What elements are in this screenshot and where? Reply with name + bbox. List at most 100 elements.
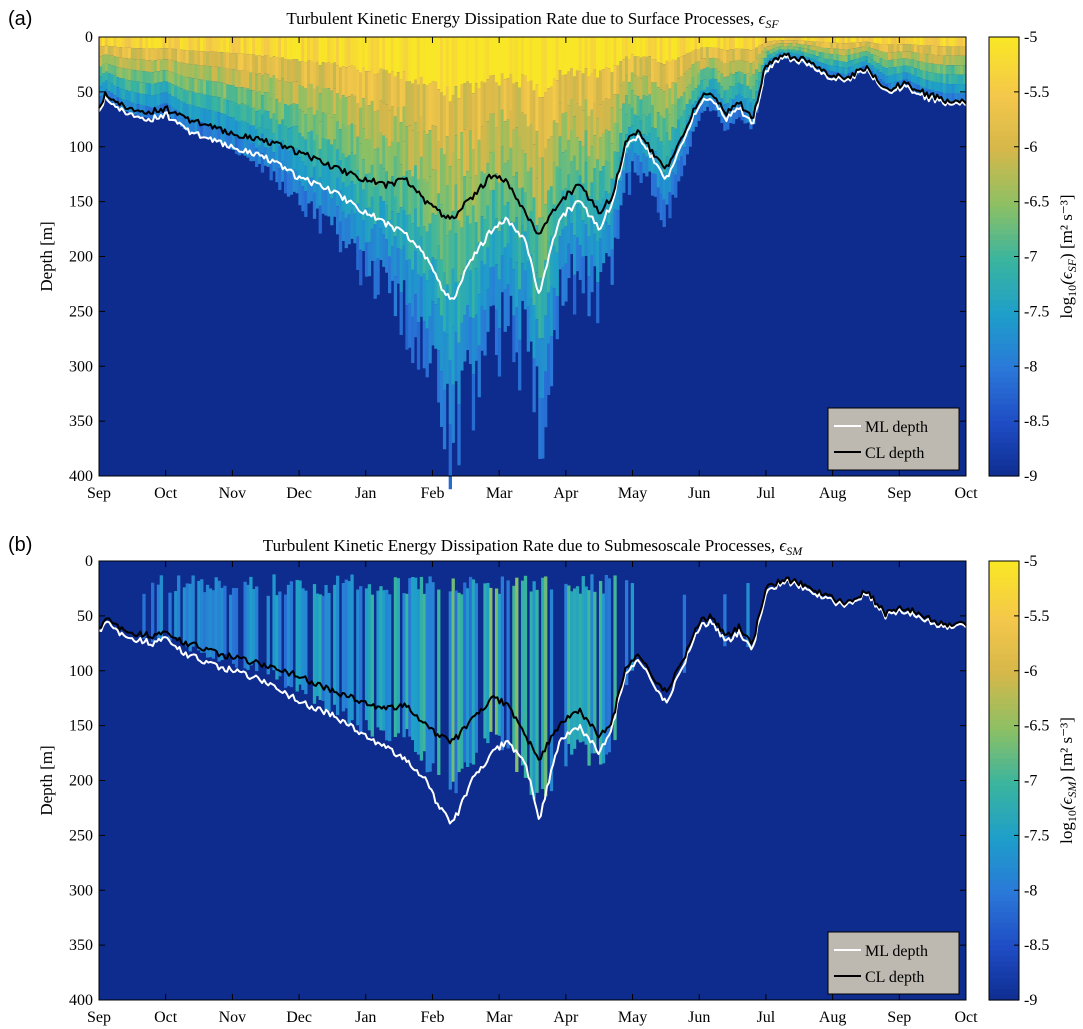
heatmap-cell: [853, 48, 857, 54]
heatmap-cell: [411, 576, 415, 741]
heatmap-cell: [182, 63, 187, 77]
heatmap-cell: [486, 37, 490, 80]
heatmap-cell: [217, 127, 221, 143]
heatmap-cell: [668, 88, 672, 115]
heatmap-cell: [659, 167, 663, 194]
heatmap-cell: [844, 68, 848, 75]
heatmap-cell: [717, 82, 721, 95]
heatmap-cell: [682, 92, 687, 111]
heatmap-cell: [688, 131, 692, 147]
colorbar-swatch: [989, 97, 1019, 104]
heatmap-cell: [512, 315, 516, 363]
heatmap-cell: [153, 37, 158, 49]
heatmap-cell: [596, 282, 600, 324]
heatmap-cell: [434, 37, 438, 82]
colorbar-swatch: [989, 410, 1019, 417]
heatmap-cell: [246, 123, 250, 141]
heatmap-cell: [370, 100, 374, 133]
y-tick-label: 50: [77, 84, 93, 101]
heatmap-cell: [99, 46, 103, 57]
heatmap-cell: [544, 148, 548, 205]
heatmap-cell: [887, 37, 892, 45]
heatmap-cell: [939, 37, 944, 47]
heatmap-cell: [882, 59, 886, 67]
heatmap-cell: [919, 69, 924, 79]
heatmap-cell: [876, 43, 880, 51]
heatmap-cell: [766, 46, 770, 51]
heatmap-cell: [107, 82, 111, 92]
heatmap-cell: [278, 124, 282, 147]
heatmap-cell: [873, 61, 877, 68]
heatmap-cell: [841, 37, 846, 44]
heatmap-cell: [544, 576, 548, 797]
colorbar-tick-label: -7: [1024, 773, 1037, 790]
heatmap-cell: [911, 37, 915, 45]
heatmap-cell: [864, 56, 869, 61]
heatmap-cell: [127, 90, 132, 102]
heatmap-cell: [350, 574, 354, 721]
heatmap-cell: [789, 46, 793, 50]
heatmap-cell: [437, 589, 441, 775]
heatmap-cell: [518, 238, 522, 290]
heatmap-cell: [283, 594, 288, 688]
colorbar-swatch: [989, 393, 1019, 400]
heatmap-cell: [205, 124, 210, 139]
heatmap-cell: [908, 66, 912, 74]
heatmap-cell: [682, 55, 687, 74]
heatmap-cell: [269, 37, 273, 58]
heatmap-cell: [781, 49, 785, 53]
heatmap-cell: [864, 41, 869, 47]
heatmap-cell: [729, 37, 733, 50]
heatmap-cell: [119, 47, 123, 58]
heatmap-cell: [165, 70, 169, 82]
heatmap-cell: [520, 74, 525, 113]
heatmap-cell: [278, 58, 282, 81]
colorbar-swatch: [989, 113, 1019, 120]
heatmap-cell: [486, 247, 490, 290]
colorbar-swatch: [989, 75, 1019, 82]
heatmap-cell: [596, 77, 600, 119]
heatmap-cell: [835, 42, 840, 49]
heatmap-cell: [237, 70, 242, 88]
heatmap-cell: [162, 81, 166, 93]
heatmap-cell: [425, 134, 429, 183]
heatmap-cell: [356, 170, 360, 204]
heatmap-cell: [304, 62, 308, 89]
heatmap-cell: [824, 53, 828, 59]
heatmap-cell: [587, 116, 591, 157]
colorbar-swatch: [989, 305, 1019, 312]
heatmap-cell: [217, 82, 221, 98]
heatmap-cell: [460, 227, 464, 276]
colorbar-label-log: log: [1057, 822, 1076, 844]
chart-title-subscript: SF: [765, 17, 779, 31]
heatmap-cell: [414, 165, 418, 209]
heatmap-cell: [113, 85, 117, 96]
heatmap-cell: [726, 63, 730, 77]
heatmap-cell: [659, 37, 663, 64]
heatmap-cell: [110, 46, 114, 56]
heatmap-cell: [648, 75, 652, 95]
heatmap-cell: [246, 54, 250, 72]
heatmap-cell: [252, 72, 256, 91]
heatmap-cell: [925, 45, 929, 55]
heatmap-cell: [939, 46, 944, 56]
heatmap-cell: [217, 67, 221, 83]
heatmap-cell: [200, 579, 204, 653]
heatmap-cell: [734, 72, 739, 84]
heatmap-cell: [324, 62, 328, 88]
heatmap-cell: [136, 48, 140, 60]
heatmap-cell: [289, 172, 294, 195]
heatmap-cell: [538, 157, 542, 218]
heatmap-cell: [835, 37, 840, 43]
heatmap-cell: [546, 241, 551, 293]
heatmap-cell: [208, 66, 213, 81]
heatmap-cell: [327, 165, 331, 191]
heatmap-cell: [760, 44, 765, 52]
heatmap-cell: [650, 37, 655, 60]
heatmap-cell: [899, 66, 903, 74]
heatmap-cell: [133, 103, 137, 115]
heatmap-cell: [159, 81, 163, 94]
heatmap-cell: [948, 37, 952, 47]
heatmap-cell: [255, 586, 259, 672]
heatmap-cell: [390, 141, 395, 177]
